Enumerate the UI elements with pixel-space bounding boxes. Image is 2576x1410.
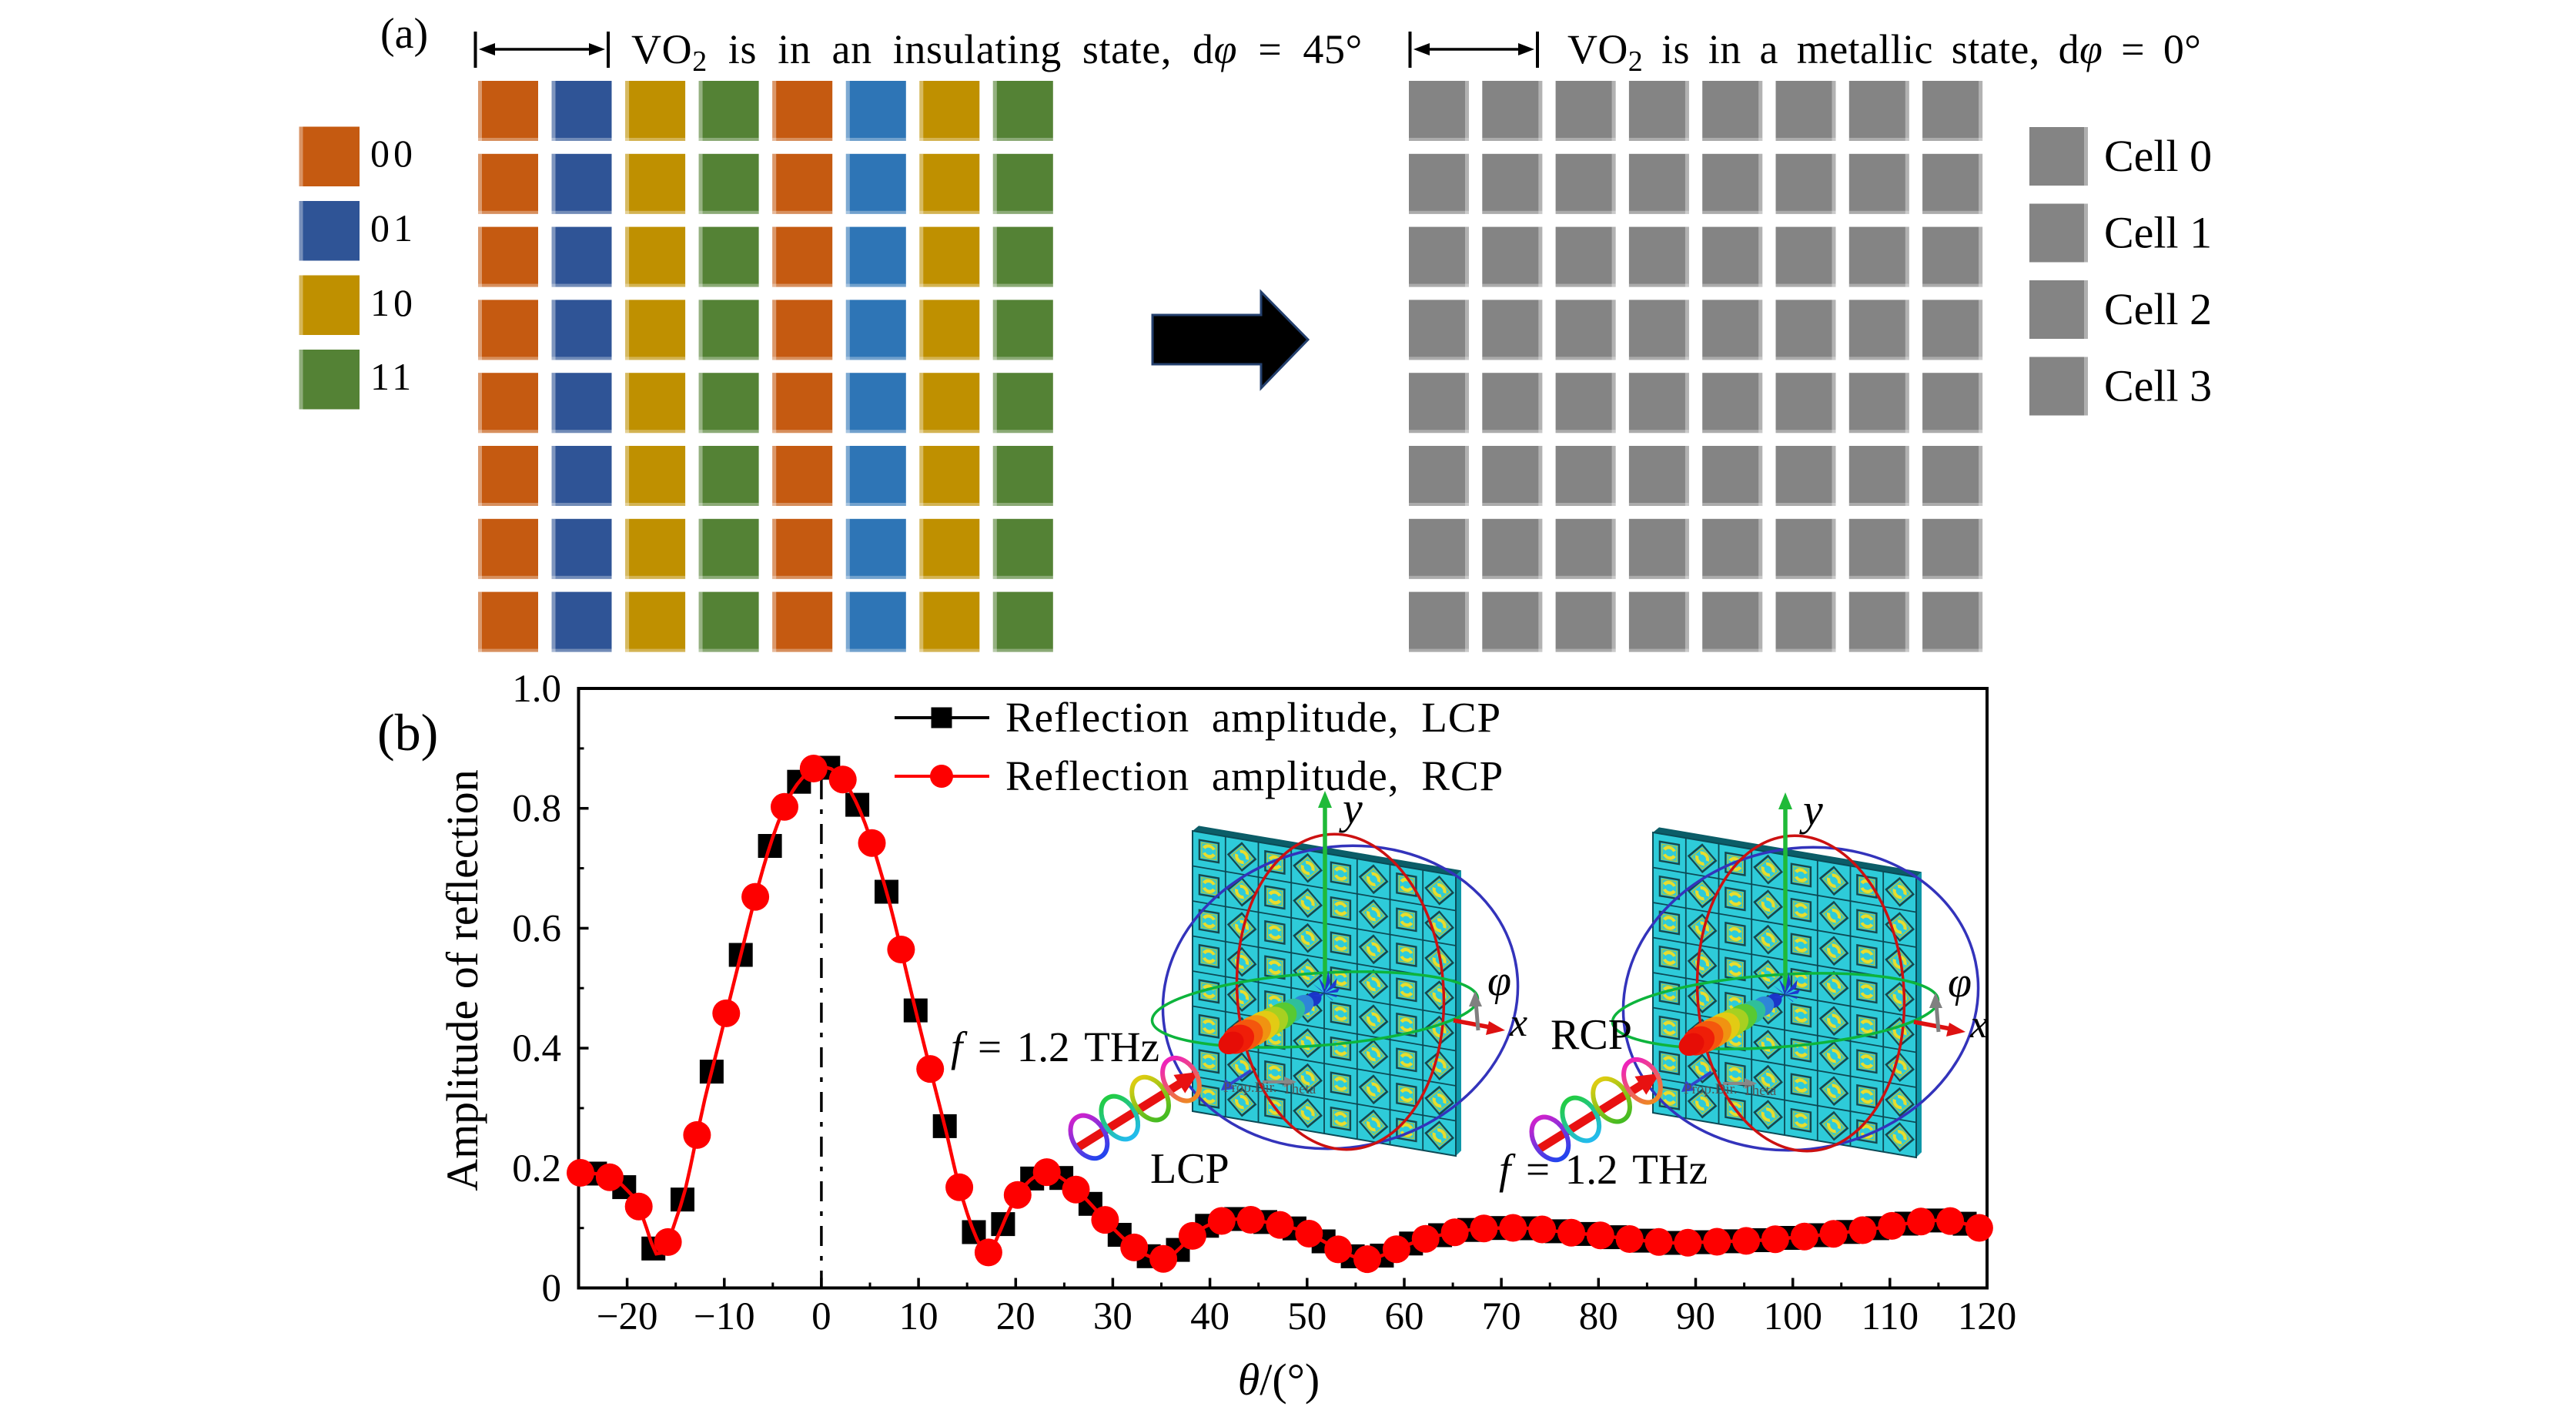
- svg-text:00: 00: [370, 132, 417, 175]
- svg-text:Amplitude of reflection: Amplitude of reflection: [437, 769, 487, 1191]
- svg-text:(a): (a): [380, 10, 428, 58]
- svg-text:VO2 is in a metallic state, dφ: VO2 is in a metallic state, dφ = 0°: [1567, 26, 2201, 78]
- svg-text:y: y: [1799, 785, 1823, 835]
- svg-text:LCP: LCP: [1150, 1145, 1229, 1193]
- svg-text:70: 70: [1482, 1295, 1521, 1338]
- svg-text:x: x: [1509, 1001, 1527, 1045]
- svg-text:VO2 is in an insulating state,: VO2 is in an insulating state, dφ = 45°: [631, 26, 1363, 78]
- svg-text:30: 30: [1093, 1295, 1132, 1338]
- svg-text:0.6: 0.6: [512, 907, 561, 950]
- svg-text:50: 50: [1287, 1295, 1326, 1338]
- svg-text:Prop.Dir.: Prop.Dir.: [1223, 1080, 1277, 1096]
- svg-text:01: 01: [370, 206, 417, 250]
- svg-text:Reflection amplitude, LCP: Reflection amplitude, LCP: [1005, 694, 1501, 741]
- svg-text:0.2: 0.2: [512, 1147, 561, 1191]
- svg-text:Prop.Dir.: Prop.Dir.: [1684, 1081, 1738, 1097]
- svg-text:0: 0: [811, 1295, 831, 1338]
- svg-text:y: y: [1339, 783, 1363, 833]
- svg-text:10: 10: [899, 1295, 938, 1338]
- svg-text:φ: φ: [1948, 959, 1972, 1006]
- svg-text:−20: −20: [597, 1295, 658, 1338]
- svg-text:0.8: 0.8: [512, 788, 561, 831]
- svg-text:RCP: RCP: [1551, 1011, 1632, 1059]
- svg-text:(b): (b): [377, 703, 438, 762]
- svg-text:10: 10: [370, 281, 417, 324]
- svg-text:60: 60: [1385, 1295, 1424, 1338]
- svg-text:θ/(°): θ/(°): [1238, 1355, 1320, 1405]
- svg-text:80: 80: [1579, 1295, 1618, 1338]
- svg-text:90: 90: [1676, 1295, 1715, 1338]
- svg-text:Cell 0: Cell 0: [2104, 131, 2212, 181]
- svg-text:−10: −10: [694, 1295, 755, 1338]
- svg-text:f = 1.2 THz: f = 1.2 THz: [1499, 1146, 1708, 1193]
- svg-text:0.4: 0.4: [512, 1027, 561, 1070]
- svg-text:120: 120: [1958, 1295, 2017, 1338]
- svg-text:1.0: 1.0: [512, 668, 561, 711]
- svg-text:Cell 1: Cell 1: [2104, 208, 2212, 258]
- svg-text:110: 110: [1861, 1295, 1919, 1338]
- svg-text:x: x: [1969, 1003, 1988, 1047]
- svg-text:20: 20: [996, 1295, 1035, 1338]
- svg-text:f = 1.2 THz: f = 1.2 THz: [951, 1023, 1159, 1070]
- svg-text:40: 40: [1190, 1295, 1229, 1338]
- svg-text:Cell 3: Cell 3: [2104, 361, 2212, 411]
- svg-text:Theta: Theta: [1283, 1081, 1316, 1097]
- svg-text:Theta: Theta: [1743, 1083, 1777, 1099]
- svg-text:Reflection amplitude, RCP: Reflection amplitude, RCP: [1005, 752, 1504, 799]
- svg-text:100: 100: [1763, 1295, 1822, 1338]
- svg-text:0: 0: [542, 1268, 562, 1311]
- svg-text:11: 11: [370, 355, 415, 398]
- svg-text:Cell 2: Cell 2: [2104, 284, 2212, 334]
- svg-text:φ: φ: [1487, 957, 1511, 1005]
